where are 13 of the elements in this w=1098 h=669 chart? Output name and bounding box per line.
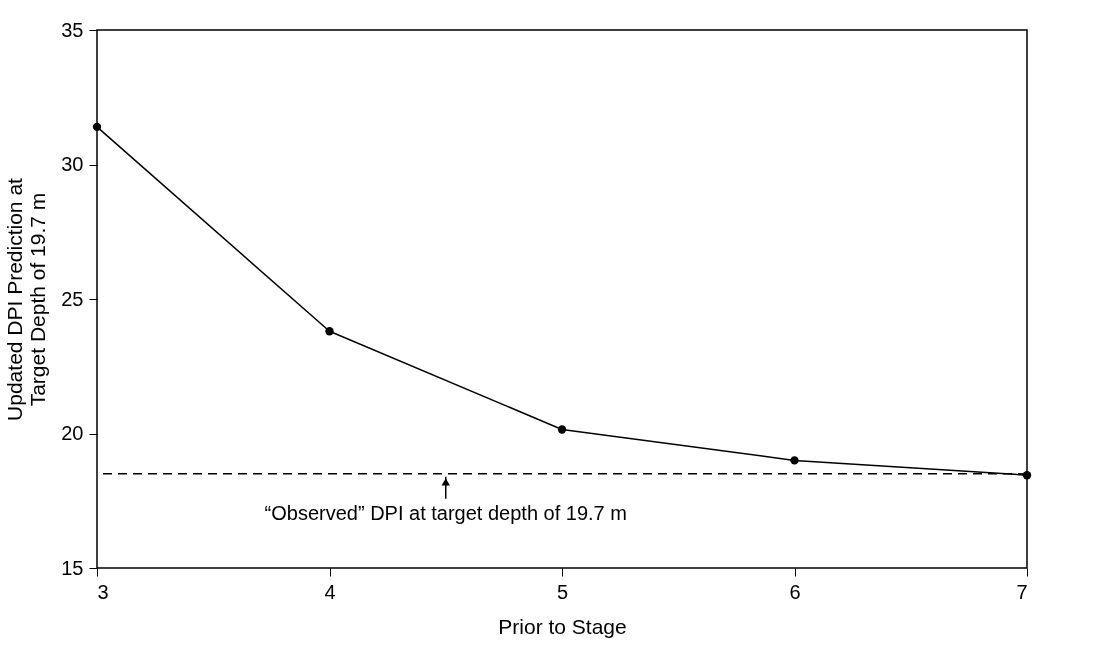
x-tick-label: 3 xyxy=(97,580,109,603)
annotation: “Observed” DPI at target depth of 19.7 m xyxy=(264,501,627,524)
y-tick-label: 20 xyxy=(61,422,84,444)
x-tick-label: 7 xyxy=(1016,580,1028,603)
y-tick-label: 15 xyxy=(61,556,84,579)
y-tick-label: 25 xyxy=(61,287,84,310)
y-axis-title: Updated DPI Prediction at Target Depth of 19.7 m xyxy=(3,177,50,421)
x-tick-label: 6 xyxy=(789,580,801,603)
x-tick-label: 5 xyxy=(556,580,569,603)
x-axis-title: Prior to Stage xyxy=(498,614,627,638)
x-tick-label: 4 xyxy=(324,580,336,603)
y-tick-label: 30 xyxy=(61,153,84,175)
y-tick-label: 35 xyxy=(61,18,84,41)
